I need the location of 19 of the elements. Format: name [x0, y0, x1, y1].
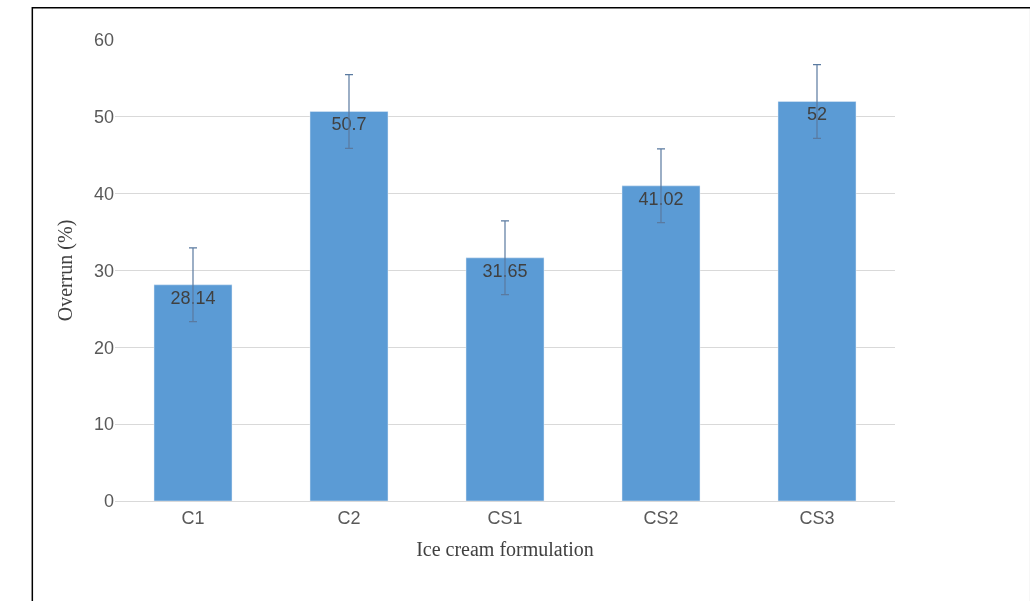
data-label: 28.14 — [170, 287, 216, 308]
y-tick-label: 10 — [93, 414, 114, 435]
y-tick-label: 60 — [93, 30, 114, 51]
y-tick-label: 0 — [103, 491, 114, 512]
x-tick-label: C2 — [337, 507, 361, 528]
x-tick-label: CS1 — [487, 507, 523, 528]
y-tick-label: 40 — [93, 183, 114, 204]
x-tick-label: CS3 — [799, 507, 835, 528]
data-label: 52 — [806, 104, 828, 125]
y-tick-label: 50 — [93, 107, 114, 128]
x-tick-label: CS2 — [643, 507, 679, 528]
data-label: 50.7 — [331, 114, 367, 135]
data-label: 41.02 — [638, 188, 684, 209]
y-tick-label: 20 — [93, 337, 114, 358]
x-tick-label: C1 — [181, 507, 205, 528]
y-axis-title: Overrun (%) — [54, 219, 78, 322]
x-axis-title: Ice cream formulation — [416, 538, 594, 561]
data-label: 31.65 — [482, 260, 528, 281]
y-tick-label: 30 — [93, 260, 114, 281]
